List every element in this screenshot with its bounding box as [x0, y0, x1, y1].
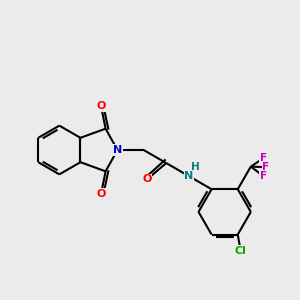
Text: N: N: [113, 145, 122, 155]
Text: O: O: [96, 189, 106, 199]
Text: O: O: [142, 174, 152, 184]
Text: F: F: [262, 162, 269, 172]
Text: O: O: [96, 101, 106, 111]
Text: H: H: [191, 162, 200, 172]
Text: F: F: [260, 153, 267, 163]
Text: F: F: [260, 171, 267, 181]
Text: Cl: Cl: [235, 246, 247, 256]
Text: N: N: [184, 171, 194, 181]
